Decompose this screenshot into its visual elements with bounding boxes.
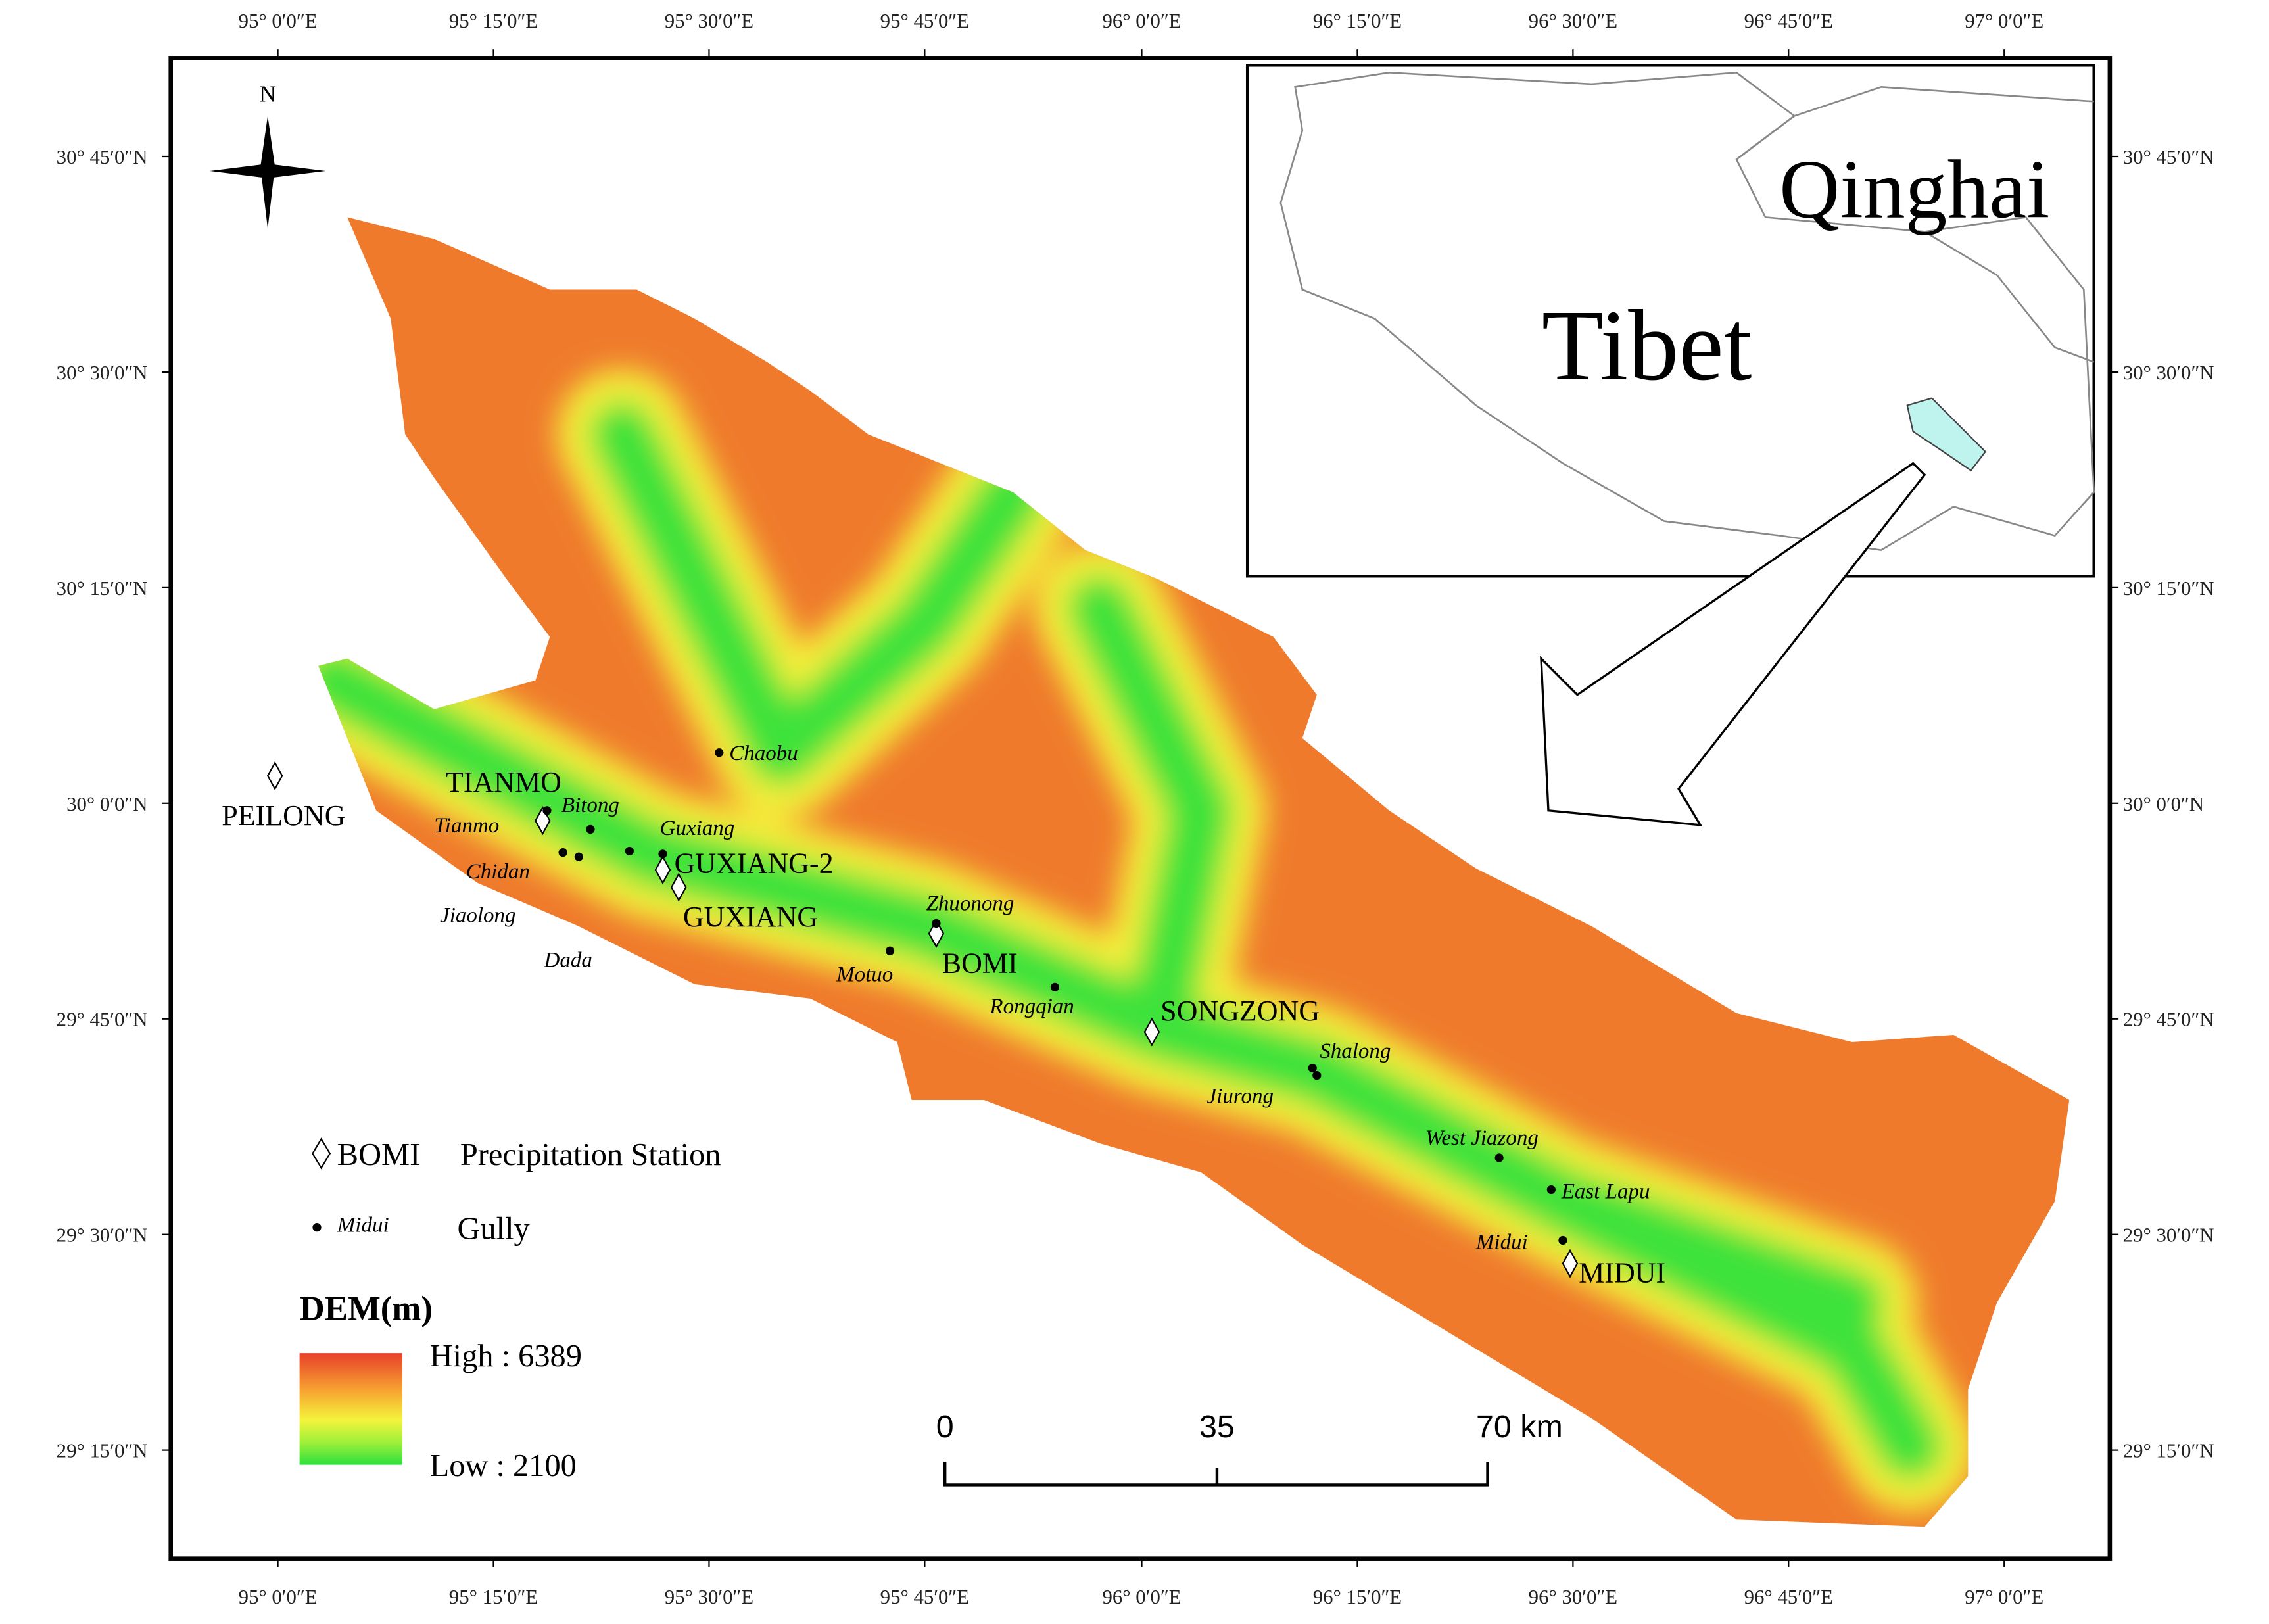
lat-label: 29° 30′0″N: [2123, 1224, 2214, 1247]
lon-label: 96° 15′0″E: [1313, 1586, 1402, 1608]
lat-label: 30° 45′0″N: [2123, 146, 2214, 168]
lat-label: 29° 45′0″N: [2123, 1009, 2214, 1031]
gully-marker: [1312, 1070, 1322, 1080]
lon-label: 96° 30′0″E: [1529, 1586, 1617, 1608]
inset-label: Qinghai: [1779, 142, 2049, 235]
station-label: SONGZONG: [1160, 995, 1320, 1027]
dem-low: Low : 2100: [430, 1448, 577, 1483]
lat-label: 30° 15′0″N: [2123, 577, 2214, 600]
inset-map: Qinghai Tibet: [1245, 64, 2095, 826]
gully-label: Chaobu: [729, 742, 798, 765]
graticule-ticks: 95° 0′0″E 95° 0′0″E 95° 15′0″E 95° 15′0″E 95…: [57, 10, 2214, 1608]
gully-marker: [625, 846, 634, 856]
gully-marker: [715, 748, 724, 757]
station-label: GUXIANG: [683, 901, 818, 933]
gully-label: West Jiazong: [1425, 1126, 1539, 1150]
gully-label: Shalong: [1320, 1039, 1391, 1063]
gully-label: Bitong: [561, 794, 619, 817]
station-label: GUXIANG-2: [675, 847, 834, 879]
station-label: MIDUI: [1579, 1256, 1665, 1289]
gully-label: Tianmo: [434, 814, 499, 838]
lon-label: 95° 15′0″E: [449, 1586, 538, 1608]
gully-label: Motuo: [836, 963, 893, 987]
gully-label: Rongqian: [989, 995, 1074, 1018]
lat-label: 29° 45′0″N: [57, 1009, 148, 1031]
gully-label: Chidan: [466, 860, 530, 884]
lon-label: 95° 45′0″E: [880, 10, 969, 32]
station-marker: [654, 855, 671, 885]
station-marker: [266, 761, 283, 791]
legend-label: Precipitation Station: [460, 1137, 721, 1172]
scale-label: 70 km: [1476, 1409, 1563, 1445]
station-marker: [928, 919, 945, 948]
dem-high: High : 6389: [430, 1339, 582, 1373]
station-marker: [670, 872, 687, 902]
lon-label: 95° 30′0″E: [665, 10, 753, 32]
gully-label: Jiaolong: [440, 903, 515, 927]
gully-label: Jiurong: [1207, 1084, 1274, 1108]
dem-title: DEM(m): [300, 1290, 433, 1328]
lon-label: 96° 15′0″E: [1313, 10, 1402, 32]
lat-label: 30° 30′0″N: [57, 362, 148, 384]
north-arrow: N: [210, 81, 326, 229]
station-label: BOMI: [942, 947, 1018, 979]
gully-marker: [1494, 1153, 1504, 1162]
gully-label: Zhuonong: [926, 892, 1015, 916]
gully-marker: [558, 848, 567, 857]
lon-label: 97° 0′0″E: [1965, 10, 2043, 32]
lon-label: 96° 45′0″E: [1744, 10, 1833, 32]
map-points: PEILONG TIANMO GUXIANG-2 GUXIANG BOMI SONGZON…: [222, 742, 1665, 1289]
scale-label: 35: [1199, 1409, 1235, 1445]
gully-marker: [1050, 982, 1060, 991]
lat-label: 30° 45′0″N: [57, 146, 148, 168]
dem-ramp: [299, 1353, 402, 1465]
lon-label: 96° 0′0″E: [1103, 10, 1182, 32]
station-marker: [1562, 1249, 1579, 1278]
lon-label: 95° 0′0″E: [239, 1586, 318, 1608]
gully-marker: [574, 852, 583, 861]
lon-label: 95° 45′0″E: [880, 1586, 969, 1608]
gully-marker: [932, 919, 941, 928]
lon-label: 96° 45′0″E: [1744, 1586, 1833, 1608]
lat-label: 30° 30′0″N: [2123, 362, 2214, 384]
lon-label: 97° 0′0″E: [1965, 1586, 2043, 1608]
scale-bar: 0 35 70 km: [936, 1409, 1563, 1487]
gully-marker: [1558, 1235, 1567, 1245]
lat-label: 30° 0′0″N: [66, 793, 147, 815]
gully-label: Guxiang: [660, 817, 735, 840]
gully-label: East Lapu: [1561, 1180, 1650, 1204]
gully-marker: [1308, 1063, 1317, 1073]
gully-marker: [542, 806, 552, 815]
north-label: N: [259, 81, 275, 107]
gully-marker: [586, 824, 595, 834]
legend-label: Gully: [457, 1211, 530, 1246]
station-label: PEILONG: [222, 800, 345, 832]
gully-marker: [1546, 1185, 1556, 1195]
station-label: TIANMO: [446, 766, 561, 798]
lat-label: 29° 30′0″N: [57, 1224, 148, 1247]
lon-label: 95° 30′0″E: [665, 1586, 753, 1608]
lon-label: 95° 15′0″E: [449, 10, 538, 32]
gully-label: Dada: [544, 948, 592, 972]
lon-label: 96° 0′0″E: [1103, 1586, 1182, 1608]
legend-example: BOMI: [337, 1137, 420, 1172]
lat-label: 30° 0′0″N: [2123, 793, 2204, 815]
lon-label: 96° 30′0″E: [1529, 10, 1617, 32]
lat-label: 30° 15′0″N: [57, 577, 148, 600]
legend: BOMI Precipitation Station Midui Gully D…: [299, 1137, 721, 1483]
gully-marker: [658, 849, 667, 859]
lat-label: 29° 15′0″N: [57, 1440, 148, 1462]
inset-label: Tibet: [1542, 290, 1752, 402]
station-marker: [1143, 1017, 1160, 1047]
gully-label: Midui: [1475, 1231, 1528, 1254]
lat-label: 29° 15′0″N: [2123, 1440, 2214, 1462]
scale-label: 0: [936, 1409, 954, 1445]
legend-example: Midui: [337, 1213, 389, 1237]
lon-label: 95° 0′0″E: [239, 10, 318, 32]
gully-marker: [885, 946, 895, 955]
